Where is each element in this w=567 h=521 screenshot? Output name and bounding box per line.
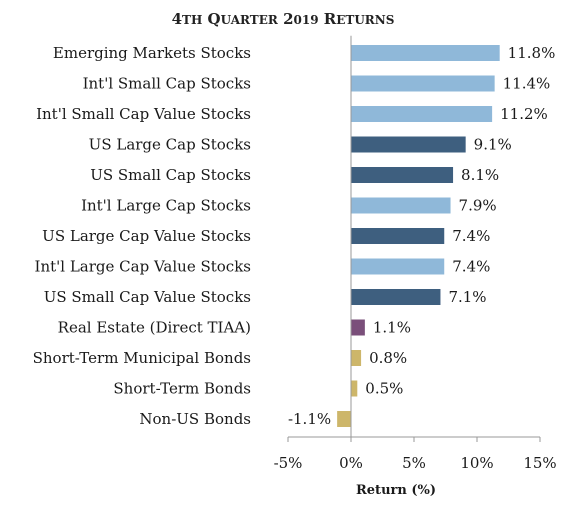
x-tick-label: 15% <box>523 454 556 472</box>
category-label: US Large Cap Value Stocks <box>42 227 251 245</box>
bar <box>351 136 466 153</box>
bar <box>351 289 441 305</box>
category-label: Non-US Bonds <box>139 410 251 428</box>
x-tick-label: 10% <box>460 454 493 472</box>
x-axis-title: Return (%) <box>356 483 436 498</box>
x-tick-label: 0% <box>339 454 363 472</box>
category-label: Int'l Small Cap Stocks <box>83 75 251 93</box>
bar <box>351 45 500 61</box>
data-label: 0.8% <box>369 349 407 367</box>
data-label: 11.4% <box>503 75 551 93</box>
bar <box>351 197 451 214</box>
bar <box>351 228 445 244</box>
data-label: 8.1% <box>461 166 499 184</box>
category-label: Emerging Markets Stocks <box>53 44 251 62</box>
data-label: -1.1% <box>288 410 331 428</box>
category-label: US Large Cap Stocks <box>89 136 251 154</box>
bar <box>351 75 495 92</box>
data-label: 7.4% <box>452 227 490 245</box>
axis-layer: -5% 0% 5% 10% 15% <box>274 35 557 472</box>
bar <box>351 106 493 122</box>
data-label: 11.2% <box>500 105 548 123</box>
bar <box>351 380 358 397</box>
data-label: 7.9% <box>459 197 497 215</box>
bar <box>351 167 454 183</box>
bar <box>351 350 362 366</box>
bar <box>351 319 365 336</box>
category-label: Short-Term Municipal Bonds <box>33 349 251 367</box>
category-label: US Small Cap Value Stocks <box>44 288 251 306</box>
data-label: 7.4% <box>452 258 490 276</box>
category-label: US Small Cap Stocks <box>90 166 251 184</box>
bar <box>351 258 445 275</box>
category-label: Int'l Large Cap Value Stocks <box>35 258 251 276</box>
x-tick-label: -5% <box>274 454 303 472</box>
data-label: 7.1% <box>448 288 486 306</box>
data-label: 1.1% <box>373 319 411 337</box>
category-label: Int'l Small Cap Value Stocks <box>36 105 251 123</box>
category-label: Real Estate (Direct TIAA) <box>58 319 251 337</box>
x-tick-label: 5% <box>402 454 426 472</box>
bars-layer: Emerging Markets Stocks 11.8% Int'l Small … <box>33 44 556 428</box>
data-label: 11.8% <box>508 44 556 62</box>
chart-title: 4TH QUARTER 2019 RETURNS <box>172 10 395 28</box>
category-label: Short-Term Bonds <box>113 380 251 398</box>
data-label: 0.5% <box>365 380 403 398</box>
category-label: Int'l Large Cap Stocks <box>81 197 251 215</box>
data-label: 9.1% <box>474 136 512 154</box>
bar <box>337 411 351 427</box>
